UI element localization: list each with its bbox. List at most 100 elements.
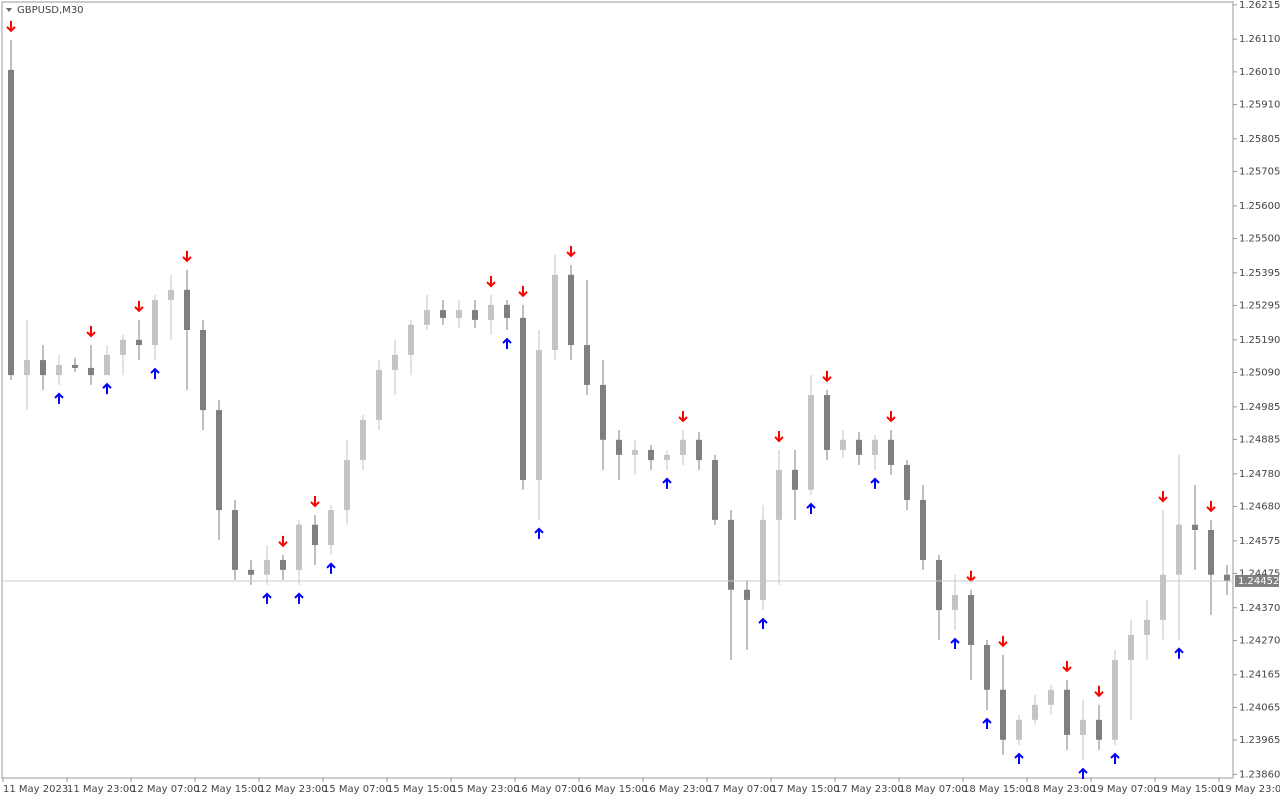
x-tick-label: 18 May 23:00 — [1027, 784, 1096, 795]
x-tick-label: 18 May 15:00 — [963, 784, 1032, 795]
buy-arrow — [294, 592, 304, 604]
sell-arrow — [678, 411, 688, 423]
candle-body — [536, 349, 542, 481]
candle-body — [1224, 574, 1230, 581]
candle-body — [616, 439, 622, 455]
candle-body — [1096, 719, 1102, 740]
candle-body — [872, 439, 878, 455]
candle-body — [552, 274, 558, 350]
candle-body — [1080, 719, 1086, 735]
candle-body — [56, 364, 62, 376]
candle-body — [712, 460, 718, 520]
y-tick-label: 1.24680 — [1239, 501, 1280, 512]
sell-arrow — [134, 300, 144, 313]
candle-body — [1048, 689, 1054, 705]
buy-arrow — [1174, 647, 1184, 659]
candle-body — [248, 569, 254, 575]
x-tick-label: 16 May 15:00 — [579, 784, 648, 795]
y-tick-label: 1.25395 — [1239, 268, 1280, 279]
sell-arrow — [1206, 500, 1216, 513]
x-tick-label: 15 May 07:00 — [323, 784, 392, 795]
candle-body — [264, 560, 270, 575]
candle-body — [776, 469, 782, 520]
candle-body — [232, 510, 238, 570]
candle-body — [472, 310, 478, 320]
y-tick-label: 1.25705 — [1239, 167, 1280, 178]
x-tick-label: 16 May 07:00 — [515, 784, 584, 795]
symbol-menu[interactable] — [6, 8, 12, 12]
candle-body — [600, 384, 606, 440]
buy-arrow — [502, 337, 512, 350]
buy-arrow — [950, 637, 960, 649]
candle-body — [216, 410, 222, 511]
candle-body — [488, 304, 494, 320]
buy-arrow — [662, 477, 672, 489]
sell-arrow — [310, 495, 320, 508]
y-tick-label: 1.25090 — [1239, 367, 1280, 378]
buy-arrow — [534, 527, 544, 539]
candle-body — [632, 449, 638, 455]
price-tag — [1235, 574, 1279, 587]
candle-body — [936, 560, 942, 611]
sell-arrow — [822, 370, 832, 383]
candle-body — [664, 454, 670, 461]
sell-arrow — [486, 276, 496, 288]
candle-body — [40, 360, 46, 376]
buy-arrow — [102, 382, 112, 395]
candle-body — [744, 589, 750, 600]
y-tick-label: 1.25500 — [1239, 234, 1280, 245]
candle-body — [1000, 689, 1006, 740]
candle-body — [168, 289, 174, 300]
buy-arrow — [150, 367, 160, 380]
candle-body — [1128, 634, 1134, 661]
sell-arrow — [1062, 660, 1072, 673]
candle-body — [1112, 660, 1118, 740]
buy-arrow — [1014, 752, 1024, 764]
candle-body — [360, 419, 366, 461]
candle-body — [344, 460, 350, 511]
y-tick-label: 1.25190 — [1239, 335, 1280, 346]
y-tick-label: 1.25805 — [1239, 134, 1280, 145]
y-tick-label: 1.24270 — [1239, 635, 1280, 646]
buy-arrow — [870, 477, 880, 489]
sell-arrow — [1158, 491, 1168, 503]
sell-arrow — [998, 635, 1008, 648]
candle-body — [824, 395, 830, 450]
buy-arrow — [982, 717, 992, 730]
candle-body — [760, 519, 766, 600]
candle-body — [920, 499, 926, 561]
buy-arrow — [326, 562, 336, 574]
x-tick-label: 12 May 07:00 — [131, 784, 200, 795]
y-tick-label: 1.24575 — [1239, 536, 1280, 547]
buy-arrow — [54, 392, 64, 404]
candle-body — [1016, 719, 1022, 740]
x-tick-label: 19 May 23:00 — [1219, 784, 1280, 795]
buy-arrow — [758, 617, 768, 630]
sell-arrow — [886, 411, 896, 423]
x-tick-label: 15 May 23:00 — [451, 784, 520, 795]
candle-body — [72, 364, 78, 368]
x-tick-label: 18 May 07:00 — [899, 784, 968, 795]
sell-arrow — [774, 430, 784, 443]
candle-body — [8, 69, 14, 376]
buy-arrow — [262, 592, 272, 604]
y-tick-label: 1.26010 — [1239, 67, 1280, 78]
plot-frame — [1, 1, 1234, 779]
y-tick-label: 1.24065 — [1239, 702, 1280, 713]
candle-body — [296, 524, 302, 570]
candle-body — [520, 317, 526, 481]
x-tick-label: 19 May 15:00 — [1155, 784, 1224, 795]
candle-body — [904, 464, 910, 500]
candle-body — [1208, 529, 1214, 575]
candle-body — [1064, 689, 1070, 735]
sell-arrow — [566, 245, 576, 258]
y-tick-label: 1.24165 — [1239, 670, 1280, 681]
y-tick-label: 1.24370 — [1239, 603, 1280, 614]
y-tick-label: 1.25295 — [1239, 301, 1280, 312]
sell-arrow — [6, 20, 16, 33]
candle-body — [328, 510, 334, 546]
y-tick-label: 1.24475 — [1239, 568, 1280, 579]
buy-arrow — [806, 502, 816, 515]
candle-body — [88, 367, 94, 376]
candle-body — [152, 299, 158, 346]
